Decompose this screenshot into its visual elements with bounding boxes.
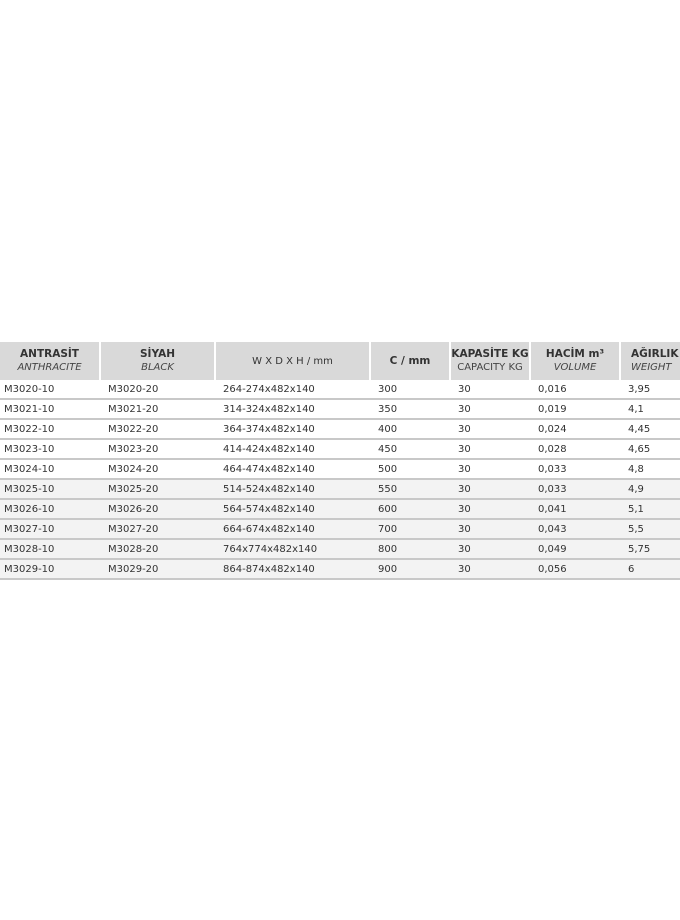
cell-black-code: M3023-20 <box>100 439 215 460</box>
cell-volume: 0,033 <box>530 479 620 500</box>
cell-anthracite-code: M3020-10 <box>0 380 100 400</box>
header-black: SİYAH BLACK <box>99 342 215 380</box>
cell-capacity: 30 <box>450 479 530 500</box>
header-dimensions: W X D X H / mm <box>214 342 370 380</box>
cell-weight: 4,9 <box>620 479 680 500</box>
header-weight: AĞIRLIK WEIGHT <box>619 342 680 380</box>
cell-dimensions: 764x774x482x140 <box>215 539 370 560</box>
cell-capacity: 30 <box>450 419 530 440</box>
table-row: M3022-10 M3022-20 364-374x482x140 400 30 0,02… <box>0 419 680 440</box>
cell-dimensions: 264-274x482x140 <box>215 380 370 400</box>
cell-capacity: 30 <box>450 439 530 460</box>
table-row: M3023-10 M3023-20 414-424x482x140 450 30 0,02… <box>0 439 680 460</box>
cell-dimensions: 864-874x482x140 <box>215 559 370 580</box>
cell-volume: 0,041 <box>530 499 620 520</box>
cell-volume: 0,056 <box>530 559 620 580</box>
cell-weight: 5,75 <box>620 539 680 560</box>
cell-black-code: M3024-20 <box>100 459 215 480</box>
cell-capacity: 30 <box>450 380 530 400</box>
cell-anthracite-code: M3026-10 <box>0 499 100 520</box>
cell-dimensions: 314-324x482x140 <box>215 399 370 420</box>
cell-anthracite-code: M3021-10 <box>0 399 100 420</box>
cell-black-code: M3029-20 <box>100 559 215 580</box>
table-row: M3027-10 M3027-20 664-674x482x140 700 30 0,04… <box>0 519 680 540</box>
product-spec-table: ANTRASİT ANTHRACITE SİYAH BLACK W X D X H … <box>0 342 680 580</box>
cell-capacity: 30 <box>450 459 530 480</box>
cell-anthracite-code: M3027-10 <box>0 519 100 540</box>
cell-anthracite-code: M3025-10 <box>0 479 100 500</box>
cell-anthracite-code: M3022-10 <box>0 419 100 440</box>
cell-dimensions: 664-674x482x140 <box>215 519 370 540</box>
cell-black-code: M3022-20 <box>100 419 215 440</box>
table-row: M3028-10 M3028-20 764x774x482x140 800 30 0,04… <box>0 539 680 560</box>
cell-dimensions: 414-424x482x140 <box>215 439 370 460</box>
cell-weight: 4,45 <box>620 419 680 440</box>
table-row: M3021-10 M3021-20 314-324x482x140 350 30 0,01… <box>0 399 680 420</box>
cell-black-code: M3026-20 <box>100 499 215 520</box>
cell-volume: 0,016 <box>530 380 620 400</box>
header-c-mm: C / mm <box>369 342 450 380</box>
header-capacity: KAPASİTE KG CAPACITY KG <box>449 342 530 380</box>
cell-capacity: 30 <box>450 499 530 520</box>
header-volume: HACİM m³ VOLUME <box>529 342 620 380</box>
cell-black-code: M3028-20 <box>100 539 215 560</box>
cell-capacity: 30 <box>450 399 530 420</box>
cell-weight: 4,8 <box>620 459 680 480</box>
cell-weight: 4,1 <box>620 399 680 420</box>
cell-volume: 0,024 <box>530 419 620 440</box>
cell-capacity: 30 <box>450 559 530 580</box>
table-row: M3029-10 M3029-20 864-874x482x140 900 30 0,05… <box>0 559 680 580</box>
cell-anthracite-code: M3024-10 <box>0 459 100 480</box>
cell-c-mm: 550 <box>370 479 450 500</box>
cell-dimensions: 464-474x482x140 <box>215 459 370 480</box>
cell-volume: 0,043 <box>530 519 620 540</box>
cell-black-code: M3027-20 <box>100 519 215 540</box>
table-row: M3025-10 M3025-20 514-524x482x140 550 30 0,03… <box>0 479 680 500</box>
table-row: M3020-10 M3020-20 264-274x482x140 300 30 0,01… <box>0 380 680 400</box>
cell-volume: 0,033 <box>530 459 620 480</box>
cell-c-mm: 450 <box>370 439 450 460</box>
cell-dimensions: 514-524x482x140 <box>215 479 370 500</box>
cell-capacity: 30 <box>450 519 530 540</box>
cell-weight: 5,5 <box>620 519 680 540</box>
cell-anthracite-code: M3028-10 <box>0 539 100 560</box>
cell-c-mm: 400 <box>370 419 450 440</box>
cell-c-mm: 800 <box>370 539 450 560</box>
cell-c-mm: 500 <box>370 459 450 480</box>
cell-weight: 6 <box>620 559 680 580</box>
cell-capacity: 30 <box>450 539 530 560</box>
cell-anthracite-code: M3029-10 <box>0 559 100 580</box>
header-row: ANTRASİT ANTHRACITE SİYAH BLACK W X D X H … <box>0 342 680 380</box>
cell-dimensions: 364-374x482x140 <box>215 419 370 440</box>
cell-c-mm: 600 <box>370 499 450 520</box>
cell-volume: 0,019 <box>530 399 620 420</box>
cell-dimensions: 564-574x482x140 <box>215 499 370 520</box>
table-row: M3026-10 M3026-20 564-574x482x140 600 30 0,04… <box>0 499 680 520</box>
cell-c-mm: 350 <box>370 399 450 420</box>
cell-c-mm: 300 <box>370 380 450 400</box>
cell-black-code: M3021-20 <box>100 399 215 420</box>
cell-c-mm: 700 <box>370 519 450 540</box>
cell-black-code: M3025-20 <box>100 479 215 500</box>
cell-volume: 0,049 <box>530 539 620 560</box>
header-anthracite: ANTRASİT ANTHRACITE <box>0 342 100 380</box>
cell-weight: 3,95 <box>620 380 680 400</box>
cell-volume: 0,028 <box>530 439 620 460</box>
table-row: M3024-10 M3024-20 464-474x482x140 500 30 0,03… <box>0 459 680 480</box>
cell-weight: 5,1 <box>620 499 680 520</box>
cell-weight: 4,65 <box>620 439 680 460</box>
cell-black-code: M3020-20 <box>100 380 215 400</box>
cell-c-mm: 900 <box>370 559 450 580</box>
cell-anthracite-code: M3023-10 <box>0 439 100 460</box>
